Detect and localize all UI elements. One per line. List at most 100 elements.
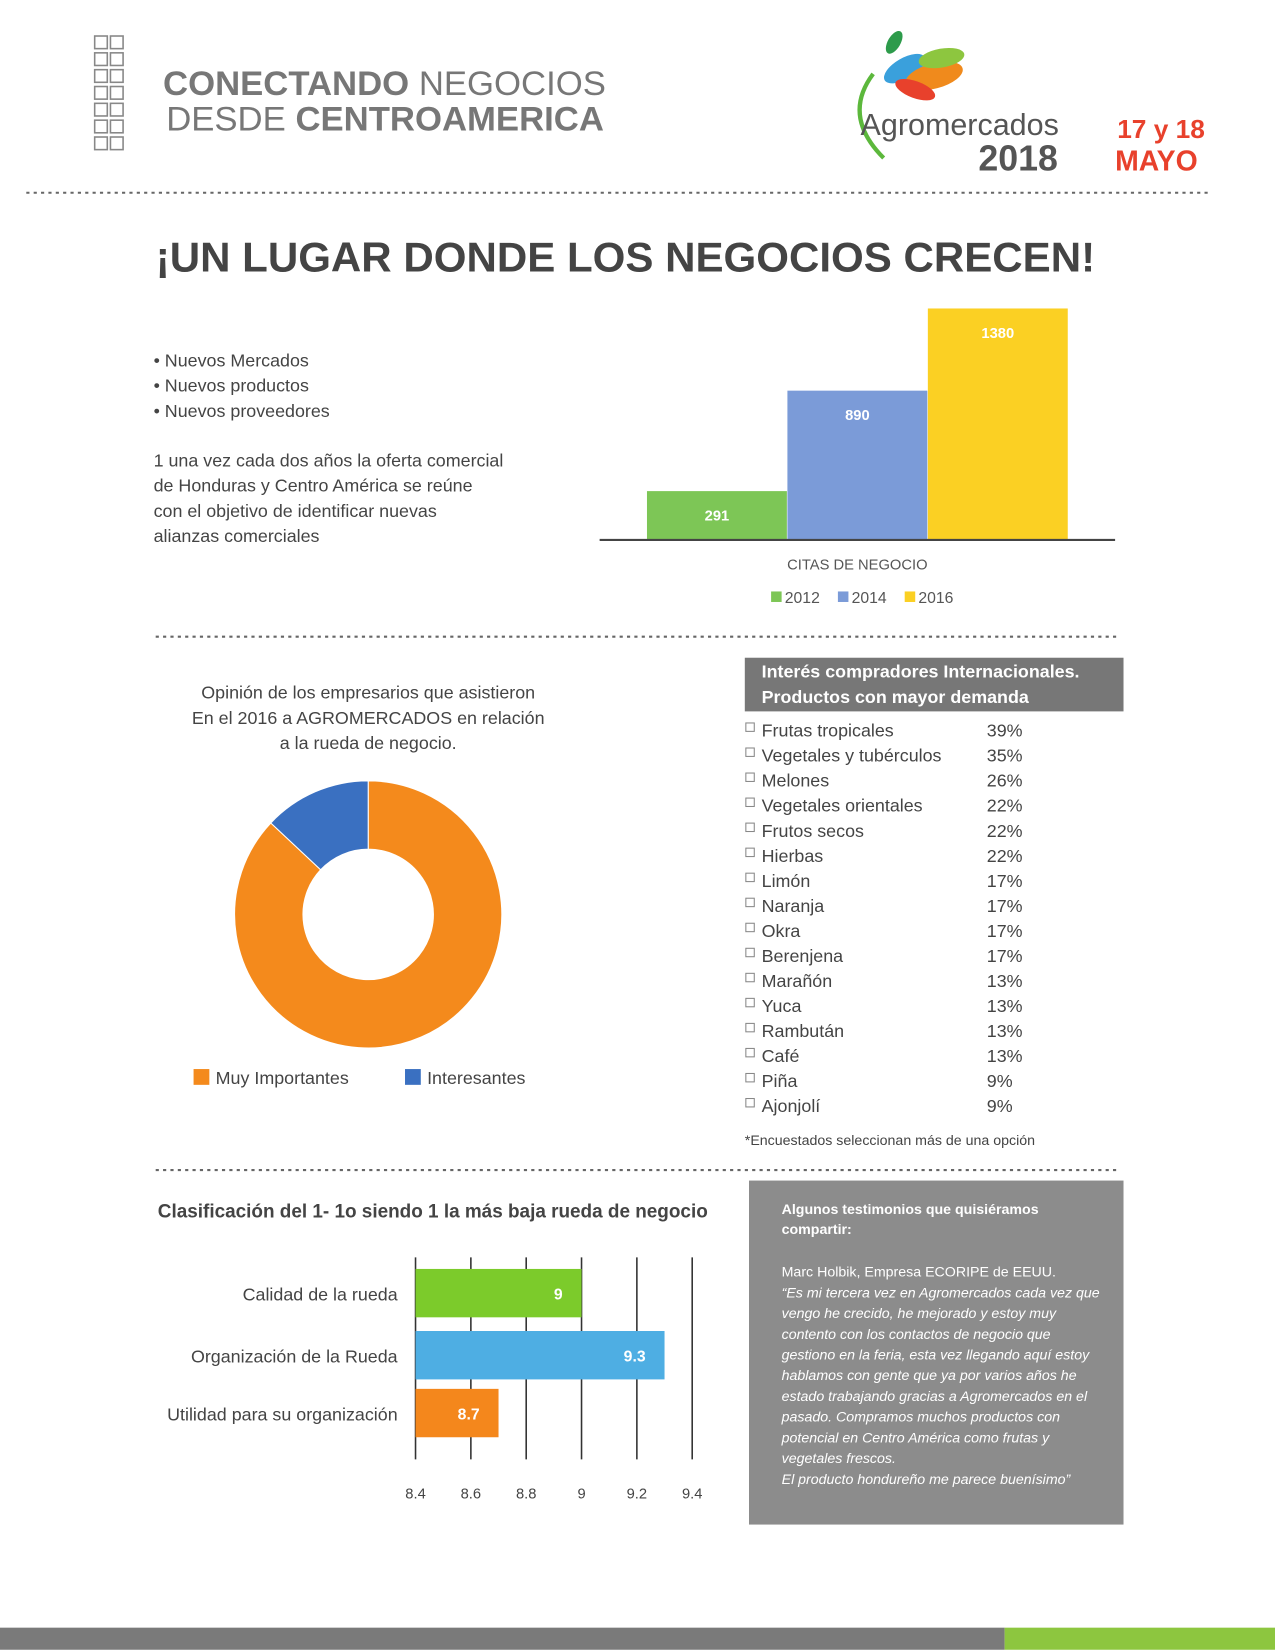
row-percent: 17% xyxy=(987,921,1023,941)
donut-slice xyxy=(234,780,503,1049)
tagline-bold: CONECTANDO xyxy=(163,65,409,103)
bullet: • Nuevos Mercados xyxy=(154,350,309,370)
testimonial-quote: vegetales frescos. xyxy=(782,1451,896,1467)
row-product: Yuca xyxy=(762,996,802,1016)
x-tick-label: 8.6 xyxy=(461,1486,481,1502)
description-line: alianzas comerciales xyxy=(154,526,320,546)
tagline-light: DESDE xyxy=(166,101,286,139)
row-product: Café xyxy=(762,1046,800,1066)
row-icon xyxy=(745,972,755,983)
testimonial-title: compartir: xyxy=(782,1222,852,1238)
row-icon xyxy=(745,747,755,757)
description-line: de Honduras y Centro América se reúne xyxy=(154,476,473,496)
table-footnote: *Encuestados seleccionan más de una opci… xyxy=(745,1133,1035,1149)
row-icon xyxy=(745,947,755,958)
row-percent: 39% xyxy=(987,721,1023,741)
x-tick-label: 8.4 xyxy=(405,1486,425,1502)
headline: ¡UN LUGAR DONDE LOS NEGOCIOS CRECEN! xyxy=(156,234,1095,281)
row-product: Hierbas xyxy=(762,846,824,866)
row-icon xyxy=(745,997,755,1008)
row-percent: 9% xyxy=(987,1071,1013,1091)
category-label: Organización de la Rueda xyxy=(191,1347,398,1367)
x-tick-label: 9 xyxy=(577,1486,585,1502)
legend-label: 2014 xyxy=(852,590,887,607)
testimonial-quote: gestiono en la feria, esta vez llegando … xyxy=(782,1348,1091,1364)
bar xyxy=(646,491,787,540)
testimonial-quote: contento con los contactos de negocio qu… xyxy=(782,1327,1051,1343)
chart-title: Opinión de los empresarios que asistiero… xyxy=(201,683,535,703)
legend-swatch xyxy=(904,591,916,602)
brand-year: 2018 xyxy=(978,139,1058,179)
legend-swatch xyxy=(193,1069,210,1085)
legend-label: Interesantes xyxy=(427,1068,525,1088)
bar-value-label: 291 xyxy=(705,509,730,525)
bar xyxy=(415,1388,499,1438)
row-percent: 17% xyxy=(987,896,1023,916)
chart-title: Clasificación del 1- 1o siendo 1 la más … xyxy=(158,1201,708,1222)
bullet: • Nuevos proveedores xyxy=(154,401,330,421)
row-icon xyxy=(745,872,755,883)
brand-logo-art xyxy=(857,30,965,160)
testimonial-quote: “Es mi tercera vez en Agromercados cada … xyxy=(782,1285,1100,1301)
row-product: Okra xyxy=(762,921,801,941)
x-axis-label: CITAS DE NEGOCIO xyxy=(787,557,927,573)
testimonial-bg xyxy=(749,1180,1124,1525)
row-product: Naranja xyxy=(762,896,825,916)
row-icon xyxy=(745,1022,755,1033)
row-percent: 9% xyxy=(987,1096,1013,1116)
legend-swatch xyxy=(837,591,849,602)
row-percent: 22% xyxy=(987,821,1023,841)
x-tick-label: 8.8 xyxy=(516,1486,536,1502)
row-icon xyxy=(745,1047,755,1058)
row-percent: 26% xyxy=(987,771,1023,791)
event-month: MAYO xyxy=(1115,146,1198,178)
bar xyxy=(415,1331,665,1380)
pattern-logo xyxy=(93,35,124,151)
testimonial-quote: hablamos con gente que ya por varios año… xyxy=(782,1368,1077,1384)
legend-swatch xyxy=(405,1069,421,1085)
tagline-line-1: CONECTANDO NEGOCIOS xyxy=(163,65,606,103)
row-product: Rambután xyxy=(762,1021,844,1041)
row-percent: 17% xyxy=(987,946,1023,966)
row-percent: 13% xyxy=(987,1046,1023,1066)
row-percent: 22% xyxy=(987,796,1023,816)
chart-title: En el 2016 a AGROMERCADOS en relación xyxy=(192,708,545,728)
testimonial-title: Algunos testimonios que quisiéramos xyxy=(782,1202,1039,1218)
bar xyxy=(415,1268,582,1318)
table-title: Productos con mayor demanda xyxy=(762,687,1030,707)
x-tick-label: 9.4 xyxy=(682,1486,702,1502)
category-label: Calidad de la rueda xyxy=(243,1284,398,1304)
chart-title: a la rueda de negocio. xyxy=(280,733,457,753)
row-icon xyxy=(745,1097,755,1108)
brand-name: Agromercados xyxy=(861,108,1059,142)
row-percent: 17% xyxy=(987,871,1023,891)
bar xyxy=(787,390,928,540)
bullet: • Nuevos productos xyxy=(154,376,309,396)
legend-label: Muy Importantes xyxy=(216,1068,349,1088)
row-product: Ajonjolí xyxy=(762,1096,821,1116)
row-product: Limón xyxy=(762,871,811,891)
row-icon xyxy=(745,797,755,808)
row-product: Vegetales orientales xyxy=(762,796,923,816)
row-product: Marañón xyxy=(762,971,833,991)
bar-value-label: 1380 xyxy=(981,326,1014,342)
legend-label: 2012 xyxy=(785,590,820,607)
testimonial-quote: estado trabajando gracias a Agromercados… xyxy=(782,1389,1088,1405)
row-icon xyxy=(745,722,755,732)
tagline-light: NEGOCIOS xyxy=(419,65,606,103)
row-icon xyxy=(745,922,755,933)
testimonial-quote: pasado. Compramos muchos productos con xyxy=(781,1410,1060,1426)
row-product: Vegetales y tubérculos xyxy=(762,746,942,766)
legend-swatch xyxy=(771,591,782,602)
bar-value-label: 9 xyxy=(554,1286,563,1303)
x-tick-label: 9.2 xyxy=(627,1486,647,1502)
footer-bar xyxy=(0,1627,1005,1650)
table-header-bg xyxy=(744,657,1124,712)
row-percent: 35% xyxy=(987,746,1023,766)
testimonial-quote: potencial en Centro América como frutas … xyxy=(781,1430,1050,1446)
tagline-bold: CENTROAMERICA xyxy=(295,101,603,139)
legend-label: 2016 xyxy=(918,590,953,607)
bar-value-label: 890 xyxy=(845,408,870,424)
testimonial-quote: vengo he crecido, he mejorado y estoy mu… xyxy=(782,1306,1057,1322)
